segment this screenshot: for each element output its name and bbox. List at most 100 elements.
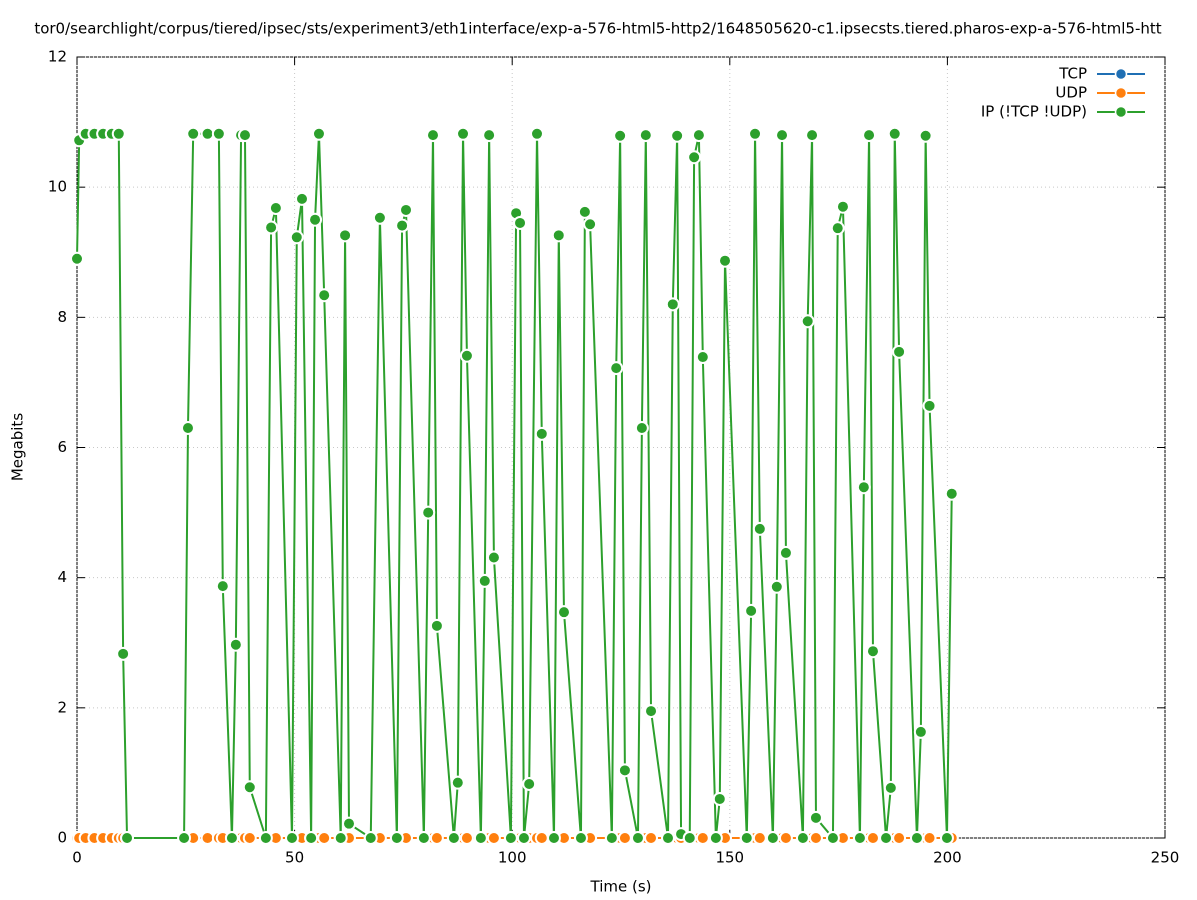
- data-point: [644, 831, 659, 845]
- data-point: [744, 603, 759, 618]
- data-point: [551, 228, 566, 243]
- data-point: [913, 724, 928, 739]
- data-point: [482, 128, 497, 143]
- data-point: [522, 776, 537, 791]
- data-point: [120, 831, 135, 845]
- data-point: [486, 831, 501, 845]
- data-point: [268, 200, 283, 215]
- data-point: [670, 128, 685, 143]
- data-point: [765, 831, 780, 845]
- data-point: [778, 545, 793, 560]
- data-point: [748, 126, 763, 141]
- data-point: [883, 780, 898, 795]
- data-point: [429, 618, 444, 633]
- data-point: [317, 831, 332, 845]
- data-point: [944, 486, 959, 501]
- legend-label: UDP: [1055, 84, 1087, 102]
- data-point: [224, 831, 239, 845]
- data-point: [887, 126, 902, 141]
- data-point: [922, 831, 937, 845]
- data-point: [577, 204, 592, 219]
- data-point: [111, 126, 126, 141]
- data-point: [644, 704, 659, 719]
- data-point: [617, 763, 632, 778]
- x-tick-label: 150: [715, 849, 744, 867]
- data-point: [429, 831, 444, 845]
- data-point: [237, 128, 252, 143]
- x-tick-label: 200: [933, 849, 962, 867]
- data-point: [421, 505, 436, 520]
- x-axis-label: Time (s): [590, 878, 652, 896]
- data-point: [425, 128, 440, 143]
- data-point: [638, 128, 653, 143]
- data-point: [922, 398, 937, 413]
- data-point: [534, 831, 549, 845]
- legend-marker: [1114, 105, 1128, 119]
- data-point: [769, 579, 784, 594]
- data-point: [338, 228, 353, 243]
- y-tick-label: 10: [48, 178, 67, 196]
- data-point: [186, 126, 201, 141]
- y-tick-label: 12: [48, 48, 67, 66]
- data-point: [604, 831, 619, 845]
- data-point: [695, 831, 710, 845]
- data-point: [630, 831, 645, 845]
- y-tick-label: 6: [57, 438, 67, 456]
- data-point: [708, 831, 723, 845]
- data-point: [687, 150, 702, 165]
- legend-marker: [1114, 86, 1128, 100]
- data-point: [446, 831, 461, 845]
- data-point: [450, 775, 465, 790]
- data-point: [634, 420, 649, 435]
- data-point: [399, 202, 414, 217]
- data-point: [856, 480, 871, 495]
- data-point: [264, 220, 279, 235]
- x-tick-label: 0: [72, 849, 82, 867]
- data-point: [342, 816, 356, 831]
- data-point: [363, 831, 378, 845]
- data-point: [416, 831, 431, 845]
- data-point: [808, 831, 823, 845]
- data-point: [718, 253, 733, 268]
- data-point: [613, 128, 628, 143]
- data-point: [284, 831, 299, 845]
- data-point: [835, 199, 850, 214]
- y-axis-label: Megabits: [9, 413, 27, 481]
- data-point: [177, 831, 192, 845]
- legend-marker: [1114, 67, 1128, 81]
- data-point: [775, 128, 790, 143]
- y-tick-label: 4: [57, 568, 67, 586]
- data-point: [317, 288, 332, 303]
- data-point: [918, 128, 933, 143]
- data-point: [825, 831, 840, 845]
- data-point: [180, 420, 195, 435]
- data-point: [805, 128, 820, 143]
- data-point: [333, 831, 348, 845]
- series-line: [76, 132, 953, 841]
- data-point: [258, 831, 273, 845]
- chart-title: tor0/searchlight/corpus/tiered/ipsec/sts…: [34, 20, 1161, 38]
- data-point: [513, 215, 528, 230]
- data-point: [865, 831, 880, 845]
- data-point: [800, 314, 815, 329]
- data-point: [752, 831, 767, 845]
- data-point: [242, 831, 257, 845]
- y-tick-label: 0: [57, 829, 67, 847]
- data-point: [892, 344, 907, 359]
- data-point: [459, 348, 474, 363]
- data-point: [116, 646, 131, 661]
- data-point: [395, 218, 410, 233]
- data-point: [228, 637, 243, 652]
- data-point: [289, 230, 304, 245]
- x-tick-label: 100: [498, 849, 527, 867]
- data-point: [200, 126, 215, 141]
- data-point: [242, 780, 257, 795]
- data-point: [892, 831, 907, 845]
- legend-label: IP (!TCP !UDP): [981, 103, 1087, 121]
- data-point: [939, 831, 954, 845]
- data-point: [516, 831, 531, 845]
- data-point: [211, 126, 226, 141]
- data-point: [682, 831, 697, 845]
